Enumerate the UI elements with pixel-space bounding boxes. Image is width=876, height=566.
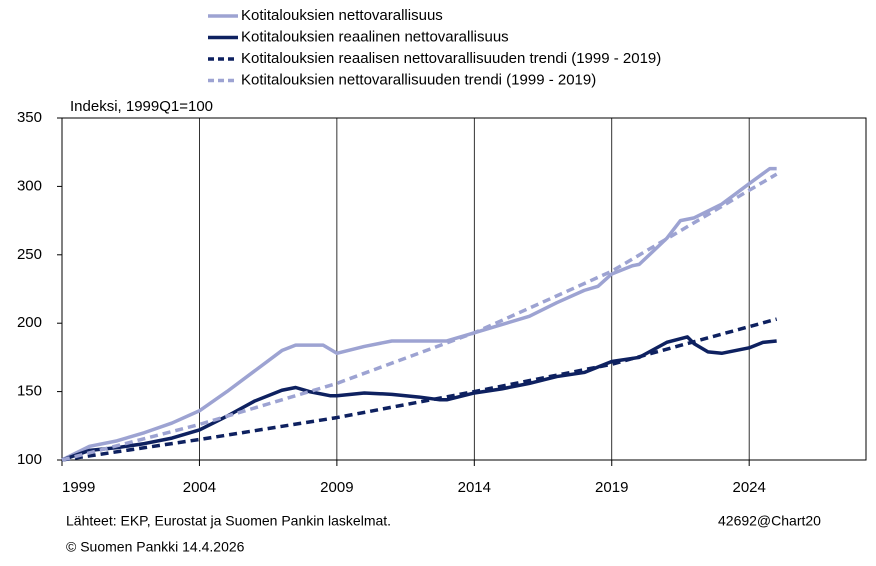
y-tick-label: 150 xyxy=(17,383,42,400)
y-axis-label: Indeksi, 1999Q1=100 xyxy=(70,98,213,115)
source: Lähteet: EKP, Eurostat ja Suomen Pankin … xyxy=(66,513,391,529)
legend-label: Kotitalouksien reaalisen nettovarallisuu… xyxy=(241,50,661,67)
plot-border xyxy=(61,117,867,461)
legend-label: Kotitalouksien reaalinen nettovarallisuu… xyxy=(241,28,509,45)
series-line xyxy=(61,317,778,462)
x-tick-label: 2009 xyxy=(320,479,353,496)
x-tick-label: 2019 xyxy=(595,479,628,496)
series-line xyxy=(61,335,777,462)
copyright: © Suomen Pankki 14.4.2026 xyxy=(66,539,245,555)
y-tick-label: 100 xyxy=(17,451,42,468)
y-tick-label: 300 xyxy=(17,177,42,194)
y-tick-label: 200 xyxy=(17,314,42,331)
y-tick-label: 250 xyxy=(17,246,42,263)
x-tick-label: 2024 xyxy=(732,479,765,496)
series-line xyxy=(61,172,778,462)
x-tick-label: 2014 xyxy=(458,479,491,496)
x-tick-label: 2004 xyxy=(183,479,216,496)
series-line xyxy=(61,166,777,462)
y-tick-label: 350 xyxy=(17,109,42,126)
chart-id: 42692@Chart20 xyxy=(718,513,821,529)
legend-label: Kotitalouksien nettovarallisuus xyxy=(241,7,443,24)
legend-label: Kotitalouksien nettovarallisuuden trendi… xyxy=(241,71,596,88)
x-tick-label: 1999 xyxy=(62,479,95,496)
